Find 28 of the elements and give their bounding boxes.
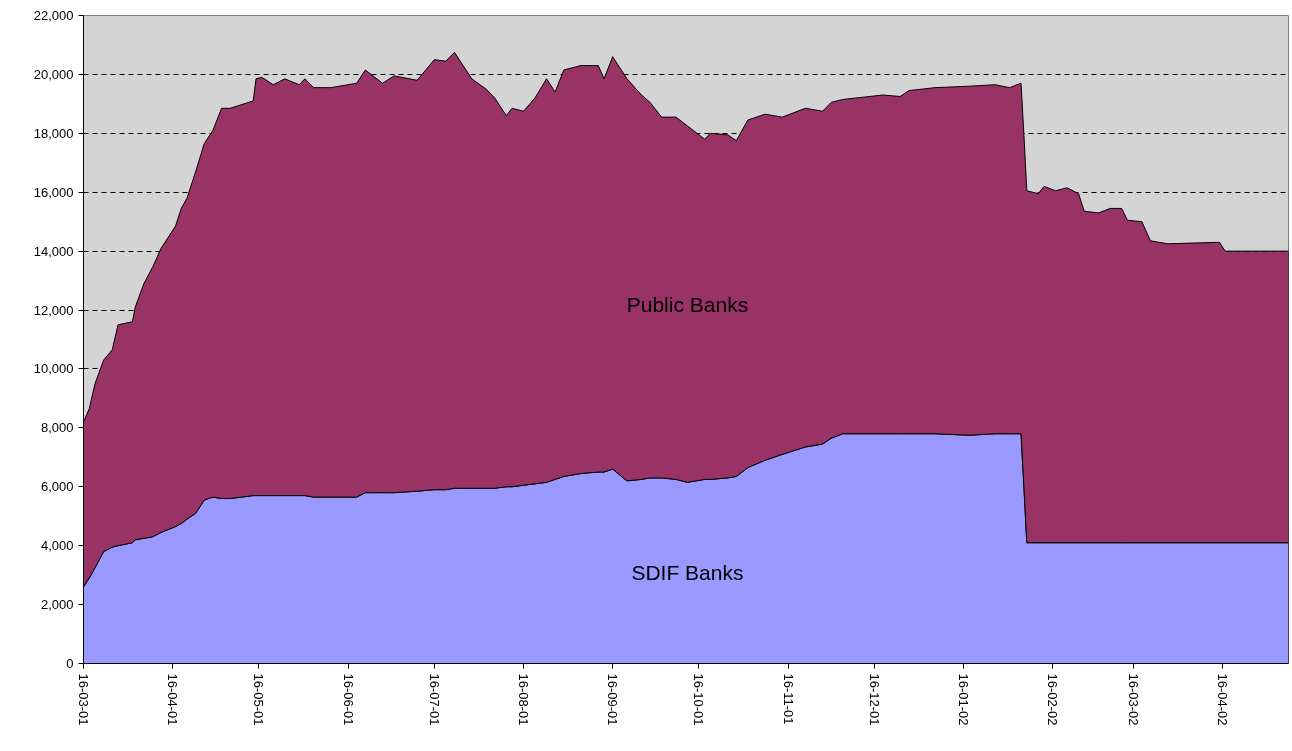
y-tick-label: 0	[66, 656, 74, 671]
series-label: SDIF Banks	[631, 561, 744, 585]
x-tick-label: 16-04-02	[1214, 673, 1230, 726]
x-tick-label: 16-05-01	[251, 673, 267, 726]
x-tick-label: 16-09-01	[605, 673, 621, 726]
x-tick-label: 16-11-01	[780, 673, 796, 725]
y-tick-label: 4,000	[40, 538, 74, 554]
x-tick-label: 16-02-02	[1045, 673, 1061, 726]
x-tick-label: 16-06-01	[340, 673, 356, 726]
series-label: Public Banks	[626, 292, 749, 316]
y-tick-label: 8,000	[40, 420, 74, 436]
y-tick-label: 10,000	[33, 361, 74, 377]
x-tick-label: 16-01-02	[956, 673, 972, 726]
x-tick-label: 16-08-01	[516, 673, 532, 726]
y-tick-label: 22,000	[33, 8, 74, 23]
y-tick-label: 16,000	[33, 184, 74, 200]
y-tick-label: 6,000	[40, 479, 74, 495]
y-tick-label: 12,000	[33, 302, 74, 318]
y-tick-label: 18,000	[33, 125, 74, 141]
x-tick-label: 16-04-01	[165, 673, 181, 726]
x-tick-label: 16-07-01	[426, 673, 442, 726]
y-tick-label: 20,000	[33, 66, 74, 82]
x-tick-label: 16-03-02	[1125, 673, 1141, 726]
x-tick-label: 16-10-01	[691, 673, 707, 726]
x-tick-label: 16-03-01	[76, 673, 91, 726]
y-tick-label: 14,000	[33, 243, 74, 259]
x-tick-label: 16-12-01	[866, 673, 882, 726]
y-tick-label: 2,000	[40, 597, 74, 613]
